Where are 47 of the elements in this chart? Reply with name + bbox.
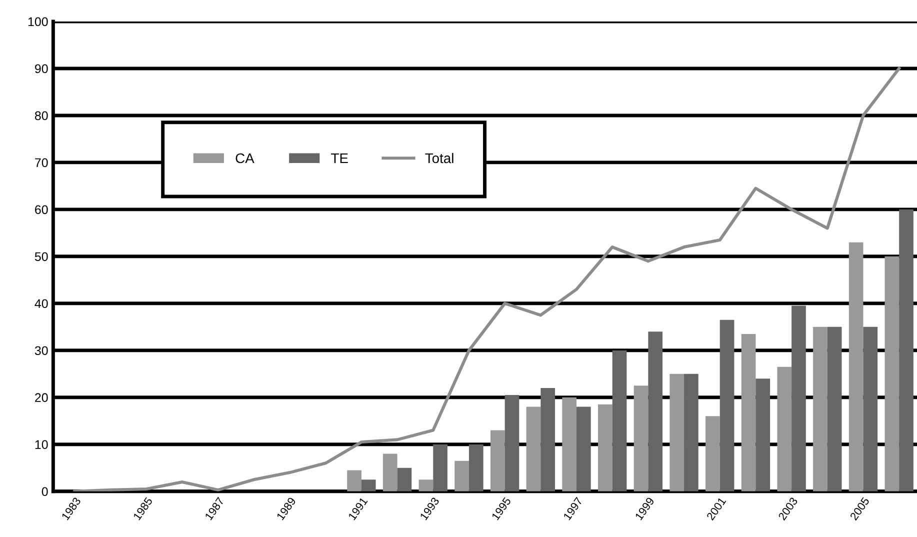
bar [526,406,541,492]
bar [827,326,842,492]
bar [562,397,576,492]
bar [741,334,756,492]
y-tick-label: 30 [34,346,48,356]
bar [382,454,398,492]
bar [454,460,469,492]
bar [397,468,412,492]
bar [576,406,591,492]
bar [899,209,914,492]
y-tick-label: 50 [34,252,48,262]
y-tick-label: 20 [35,393,48,402]
legend-label: TE [331,153,348,164]
bar [706,416,720,492]
y-tick-label: 0 [42,487,48,496]
y-tick-label: 90 [35,64,48,74]
bar [756,378,770,492]
bar [361,480,376,492]
y-tick-label: 80 [34,111,48,120]
bar [648,332,663,492]
line-series [73,66,901,492]
bar [792,306,806,492]
bar [490,430,505,492]
bar [884,256,900,492]
bar [720,320,734,492]
bar [418,480,434,492]
bar [813,326,828,492]
y-tick-label: 70 [35,158,48,168]
y-tick-label: 40 [34,299,48,308]
bar [540,388,555,492]
y-tick-label: 60 [35,205,48,214]
bar [433,444,448,492]
bar [598,404,612,492]
bar [634,386,648,492]
legend-label: Total [425,152,454,164]
y-tick-label: 10 [35,440,48,450]
bar [670,374,684,492]
bar [863,326,878,492]
bar [777,366,792,492]
bar [848,242,864,492]
bar [504,395,520,492]
y-tick-label: 100 [28,17,48,26]
bar [612,350,627,492]
legend-label: CA [236,153,254,164]
bar [347,470,362,492]
bar [684,374,698,492]
bar [468,444,484,492]
